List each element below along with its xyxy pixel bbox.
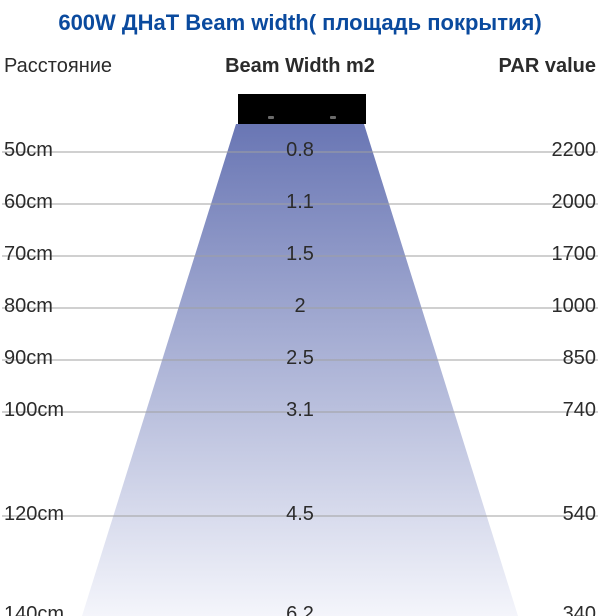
cell-beam: 2 <box>200 295 400 318</box>
cell-distance: 90cm <box>4 347 144 370</box>
cell-par: 740 <box>456 399 596 422</box>
cell-beam: 1.5 <box>200 243 400 266</box>
header-distance: Расстояние <box>0 55 204 78</box>
cell-par: 850 <box>456 347 596 370</box>
cell-par: 1000 <box>456 295 596 318</box>
header-beam: Beam Width m2 <box>175 55 425 78</box>
cell-beam: 1.1 <box>200 191 400 214</box>
cell-beam: 2.5 <box>200 347 400 370</box>
cell-par: 2200 <box>456 139 596 162</box>
cell-par: 1700 <box>456 243 596 266</box>
cell-distance: 50cm <box>4 139 144 162</box>
cell-beam: 6.2 <box>200 603 400 616</box>
cell-beam: 0.8 <box>200 139 400 162</box>
lamp-icon <box>238 94 366 124</box>
cell-beam: 3.1 <box>200 399 400 422</box>
header-par: PAR value <box>396 55 596 78</box>
column-headers: Расстояние Beam Width m2 PAR value <box>0 55 600 85</box>
cell-beam: 4.5 <box>200 503 400 526</box>
cell-par: 2000 <box>456 191 596 214</box>
cell-par: 340 <box>456 603 596 616</box>
cell-distance: 100cm <box>4 399 144 422</box>
cell-par: 540 <box>456 503 596 526</box>
chart-title: 600W ДНаТ Beam width( площадь покрытия) <box>0 10 600 36</box>
cell-distance: 60cm <box>4 191 144 214</box>
cell-distance: 80cm <box>4 295 144 318</box>
beam-chart: 50cm 0.8 2200 60cm 1.1 2000 70cm 1.5 1700 80cm 2 10… <box>0 124 600 616</box>
cell-distance: 120cm <box>4 503 144 526</box>
cell-distance: 140cm <box>4 603 144 616</box>
page: 600W ДНаТ Beam width( площадь покрытия) … <box>0 0 600 616</box>
cell-distance: 70cm <box>4 243 144 266</box>
